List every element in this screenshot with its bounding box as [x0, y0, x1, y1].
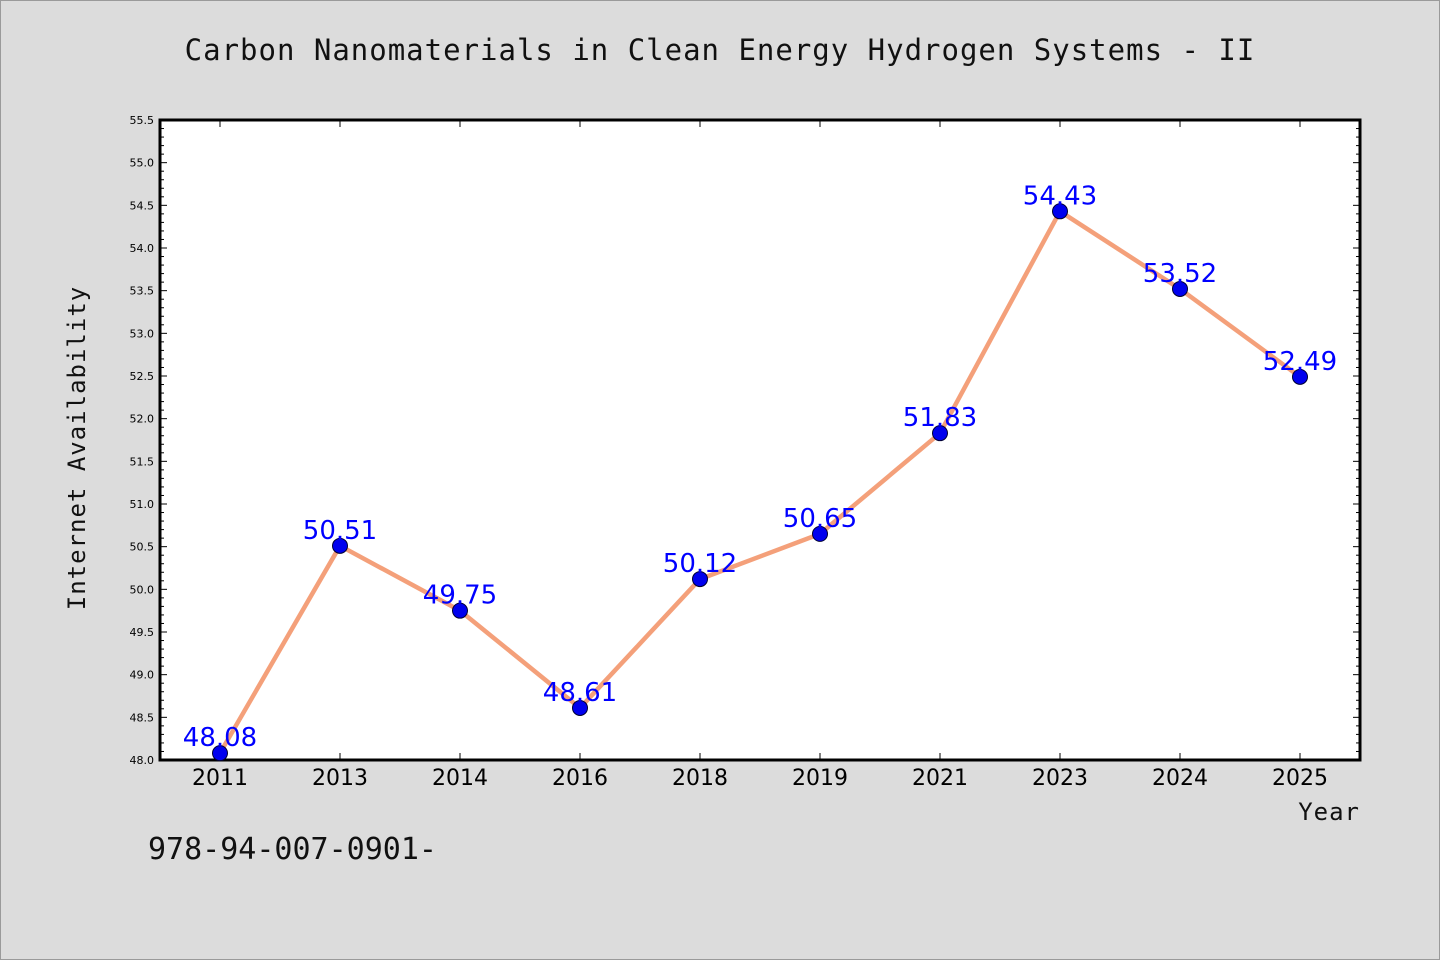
- y-tick-label: 50.5: [130, 541, 155, 554]
- data-point: [692, 571, 708, 588]
- y-tick-label: 49.0: [130, 669, 155, 682]
- y-tick-label: 55.5: [130, 114, 155, 127]
- y-tick-label: 53.0: [130, 327, 155, 340]
- y-tick-label: 54.5: [130, 199, 155, 212]
- y-tick-label: 48.5: [130, 711, 155, 724]
- x-tick-label: 2023: [1032, 766, 1088, 791]
- y-axis-label: Internet Availability: [63, 286, 91, 610]
- data-point: [1172, 280, 1188, 297]
- data-label: 50.65: [783, 504, 857, 534]
- plot-area: [158, 118, 1362, 762]
- series-group: 48.08 50.51 49.75 48.61 50.12 50.65 51.83 54.43…: [183, 181, 1337, 762]
- x-tick-label: 2013: [312, 766, 368, 791]
- x-tick-label: 2018: [672, 766, 728, 791]
- y-tick-label: 51.0: [130, 498, 155, 511]
- y-tick-label: 52.5: [130, 370, 155, 383]
- x-axis: 2011 2013 2014 2016 2018 2019 2021 2023 2024 2025: [192, 120, 1328, 791]
- x-axis-label: Year: [1298, 798, 1360, 826]
- y-tick-label: 55.0: [130, 157, 155, 170]
- data-label: 50.51: [303, 516, 377, 546]
- x-tick-label: 2024: [1152, 766, 1208, 791]
- data-point: [572, 699, 588, 716]
- data-label: 52.49: [1263, 347, 1337, 377]
- data-label: 49.75: [423, 581, 497, 611]
- x-tick-label: 2011: [192, 766, 248, 791]
- x-tick-label: 2016: [552, 766, 608, 791]
- data-label: 54.43: [1023, 181, 1097, 211]
- data-point: [1292, 368, 1308, 385]
- y-tick-label: 54.0: [130, 242, 155, 255]
- data-label: 48.08: [183, 723, 257, 753]
- isbn-text: 978-94-007-0901-: [148, 832, 437, 867]
- data-point: [932, 425, 948, 442]
- data-label: 53.52: [1143, 259, 1217, 289]
- y-tick-label: 51.5: [130, 455, 155, 468]
- y-tick-label: 52.0: [130, 413, 155, 426]
- data-point: [212, 745, 228, 762]
- y-tick-label: 48.0: [130, 754, 155, 767]
- x-tick-label: 2014: [432, 766, 488, 791]
- x-tick-label: 2021: [912, 766, 968, 791]
- data-label: 48.61: [543, 678, 617, 708]
- x-tick-label: 2019: [792, 766, 848, 791]
- x-tick-label: 2025: [1272, 766, 1328, 791]
- y-tick-label: 49.5: [130, 626, 155, 639]
- data-point: [332, 537, 348, 554]
- chart-title: Carbon Nanomaterials in Clean Energy Hyd…: [184, 33, 1256, 67]
- data-label: 51.83: [903, 403, 977, 433]
- data-point: [452, 602, 468, 619]
- y-tick-label: 50.0: [130, 583, 155, 596]
- y-tick-label: 53.5: [130, 285, 155, 298]
- data-point: [1052, 203, 1068, 220]
- data-point: [812, 525, 828, 542]
- data-label: 50.12: [663, 549, 737, 579]
- series-line: [218, 209, 1302, 755]
- y-axis: 48.0 48.5 49.0 49.5 50.0 50.5 51.0 51.5 52.0 52.5…: [130, 114, 1360, 767]
